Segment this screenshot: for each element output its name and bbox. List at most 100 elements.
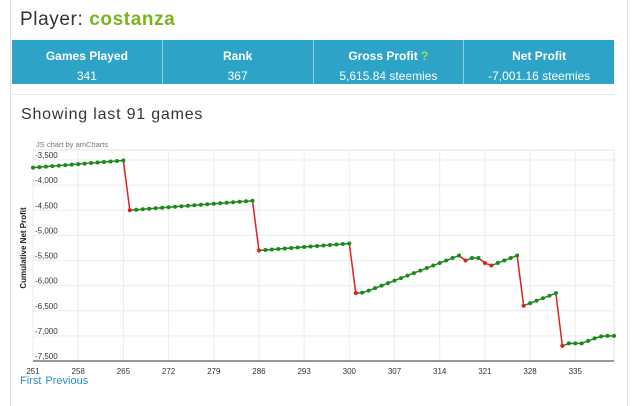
chart-credit[interactable]: JS chart by amCharts [36, 140, 108, 149]
stat-label: Games Played [45, 49, 128, 63]
data-point [166, 205, 171, 210]
data-point [289, 245, 294, 250]
data-point [392, 278, 397, 283]
data-point [147, 206, 152, 211]
divider [12, 94, 614, 95]
previous-page-link[interactable]: Previous [45, 375, 89, 387]
data-point [224, 200, 229, 205]
data-point [315, 243, 320, 248]
stat-net-profit: Net Profit -7,001.16 steemies [463, 40, 614, 84]
data-point [95, 160, 100, 165]
data-point [463, 258, 468, 263]
data-point [360, 290, 365, 295]
data-point [521, 303, 526, 308]
data-point [495, 261, 500, 266]
data-point [192, 203, 197, 208]
data-point [295, 245, 300, 250]
data-point [89, 161, 94, 166]
data-point [114, 159, 119, 164]
player-heading: Player: costanza [20, 9, 175, 31]
data-point [469, 256, 474, 261]
series-segment [555, 293, 564, 347]
y-tick-label: -4,500 [35, 201, 58, 210]
y-tick-label: -5,000 [35, 226, 58, 235]
data-point [547, 293, 552, 298]
y-tick-label: -6,500 [35, 302, 58, 311]
data-point [334, 242, 339, 247]
data-point [437, 261, 442, 266]
data-point [108, 159, 113, 164]
x-tick-label: 328 [523, 367, 537, 376]
data-point [515, 253, 520, 258]
x-tick-label: 335 [569, 367, 583, 376]
first-page-link[interactable]: First [20, 375, 42, 387]
data-point [592, 336, 597, 341]
plot-area [32, 149, 615, 362]
data-point [534, 298, 539, 303]
data-point [482, 261, 487, 266]
series-segment [251, 200, 260, 251]
data-point [366, 288, 371, 293]
player-name: costanza [89, 9, 176, 30]
y-tick-label: -7,500 [35, 352, 58, 361]
data-point [127, 208, 132, 213]
series-segment [122, 160, 131, 211]
data-point [76, 162, 81, 167]
data-point [211, 201, 216, 206]
data-point [263, 247, 268, 252]
data-point [321, 243, 326, 248]
x-tick-label: 265 [117, 367, 131, 376]
x-tick-label: 293 [297, 367, 311, 376]
data-point [605, 333, 610, 338]
series-segment [516, 255, 525, 306]
data-point [398, 276, 403, 281]
data-point [121, 158, 126, 163]
data-point [198, 202, 203, 207]
data-point [599, 334, 604, 339]
x-tick-label: 321 [478, 367, 492, 376]
data-point [386, 281, 391, 286]
x-tick-label: 314 [433, 367, 447, 376]
data-point [586, 338, 591, 343]
data-point [173, 204, 178, 209]
stat-label: Net Profit [512, 49, 567, 63]
stat-value: 341 [76, 69, 97, 83]
data-point [282, 246, 287, 251]
x-tick-label: 307 [388, 367, 402, 376]
data-point [418, 268, 423, 273]
x-tick-label: 279 [207, 367, 221, 376]
data-point [373, 286, 378, 291]
data-point [82, 161, 87, 166]
page-frame [10, 0, 628, 406]
stat-value: 5,615.84 steemies [339, 69, 438, 83]
data-point [31, 165, 35, 170]
data-point [50, 164, 55, 169]
data-point [450, 256, 455, 261]
data-point [508, 256, 513, 261]
data-point [579, 341, 584, 346]
data-point [540, 296, 545, 301]
data-point [308, 244, 313, 249]
data-point [231, 200, 236, 205]
data-point [153, 206, 158, 211]
y-tick-label: -4,000 [35, 176, 58, 185]
data-point [205, 202, 210, 207]
help-icon[interactable]: ? [421, 49, 429, 63]
stat-label: Rank [222, 49, 253, 63]
pager: First Previous [20, 375, 92, 387]
data-point [160, 205, 165, 210]
data-point [256, 248, 261, 253]
stat-games-played: Games Played 341 [12, 40, 162, 84]
data-point [276, 246, 281, 251]
x-tick-label: 286 [252, 367, 266, 376]
player-label: Player: [20, 9, 84, 30]
x-tick-label: 258 [72, 367, 86, 376]
data-point [612, 333, 616, 338]
y-tick-label: -3,500 [35, 151, 58, 160]
data-point [573, 341, 578, 346]
data-point [140, 207, 145, 212]
stat-gross-profit: Gross Profit ? 5,615.84 steemies [312, 40, 464, 84]
data-point [134, 207, 139, 212]
data-point [37, 165, 42, 170]
